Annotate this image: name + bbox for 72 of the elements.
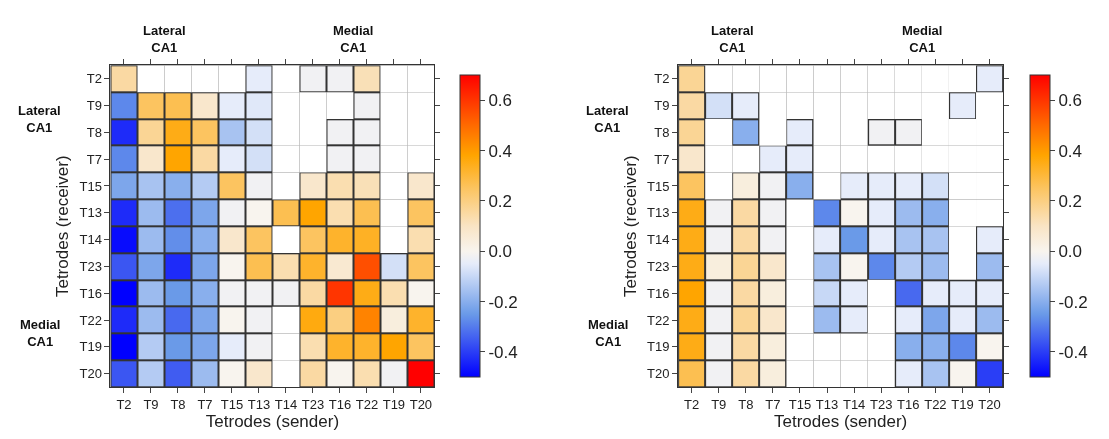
y-tick-label: T14	[79, 232, 102, 248]
x-tick-label: T16	[897, 396, 920, 412]
x-tick-label: T20	[409, 396, 433, 412]
x-tick-label: T15	[788, 396, 812, 412]
y-tick-label: T2	[654, 71, 670, 87]
x-tick-label: T14	[274, 396, 298, 412]
y-axis-title: Tetrodes (receiver)	[620, 155, 640, 298]
y-tick-label: T13	[647, 205, 670, 221]
x-tick-label: T2	[684, 396, 700, 412]
text: Medial CA1	[333, 23, 374, 55]
y-tick-label: T23	[647, 258, 670, 274]
x-tick-label: T14	[842, 396, 866, 412]
x-tick-label: T13	[815, 396, 839, 412]
color-bar-label: 0.0	[1058, 242, 1083, 262]
text: Lateral CA1	[711, 23, 754, 55]
text: Medial CA1	[588, 317, 629, 349]
y-tick-label: T9	[86, 98, 102, 114]
y-tick-label: T9	[654, 98, 670, 114]
x-tick-label: T7	[197, 396, 213, 412]
text: Lateral CA1	[586, 103, 629, 135]
x-tick-label: T8	[738, 396, 754, 412]
x-tick-label: T15	[220, 396, 244, 412]
x-tick-label: T19	[951, 396, 974, 412]
color-bar-label: -0.4	[1058, 342, 1088, 362]
color-bar-label: 0.2	[1058, 191, 1083, 211]
x-tick-label: T2	[116, 396, 132, 412]
y-tick-label: T2	[86, 71, 102, 87]
color-bar-label: -0.2	[1058, 292, 1088, 312]
y-tick-label: T8	[654, 124, 670, 140]
text: Medial CA1	[20, 317, 61, 349]
y-tick-label: T8	[86, 124, 102, 140]
color-bar-label: 0.4	[1058, 141, 1083, 161]
x-tick-label: T22	[355, 396, 379, 412]
y-tick-label: T22	[79, 312, 102, 328]
x-axis-title: Tetrodes (sender)	[774, 412, 908, 432]
color-bar-label: -0.4	[488, 342, 518, 362]
text: Lateral CA1	[18, 103, 61, 135]
y-axis-title: Tetrodes (receiver)	[53, 155, 73, 298]
x-tick-label: T20	[978, 396, 1001, 412]
y-tick-label: T15	[79, 178, 102, 194]
y-tick-label: T14	[647, 232, 670, 248]
x-tick-label: T23	[301, 396, 325, 412]
color-bar-label: 0.0	[488, 242, 513, 262]
y-tick-label: T22	[647, 312, 670, 328]
x-tick-label: T16	[328, 396, 352, 412]
x-tick-label: T8	[170, 396, 186, 412]
y-tick-label: T19	[79, 339, 102, 355]
y-tick-label: T20	[647, 366, 670, 382]
x-tick-label: T7	[765, 396, 781, 412]
y-tick-label: T7	[654, 151, 670, 167]
color-bar-label: 0.2	[488, 191, 513, 211]
x-tick-label: T23	[870, 396, 893, 412]
color-bar-label: 0.6	[488, 91, 513, 111]
color-bar-label: 0.6	[1058, 91, 1083, 111]
x-tick-label: T19	[382, 396, 406, 412]
x-tick-label: T9	[143, 396, 159, 412]
y-tick-label: T7	[86, 151, 102, 167]
y-tick-label: T20	[79, 366, 102, 382]
y-tick-label: T16	[79, 285, 102, 301]
text: Medial CA1	[902, 23, 943, 55]
x-tick-label: T9	[711, 396, 727, 412]
x-tick-label: T13	[247, 396, 271, 412]
color-bar-label: 0.4	[488, 141, 513, 161]
y-tick-label: T13	[79, 205, 102, 221]
y-tick-label: T23	[79, 258, 102, 274]
x-tick-label: T22	[924, 396, 947, 412]
x-axis-title: Tetrodes (sender)	[205, 412, 340, 432]
color-bar-label: -0.2	[488, 292, 518, 312]
y-tick-label: T19	[647, 339, 670, 355]
y-tick-label: T15	[647, 178, 670, 194]
text: Lateral CA1	[143, 23, 186, 55]
y-tick-label: T16	[647, 285, 670, 301]
